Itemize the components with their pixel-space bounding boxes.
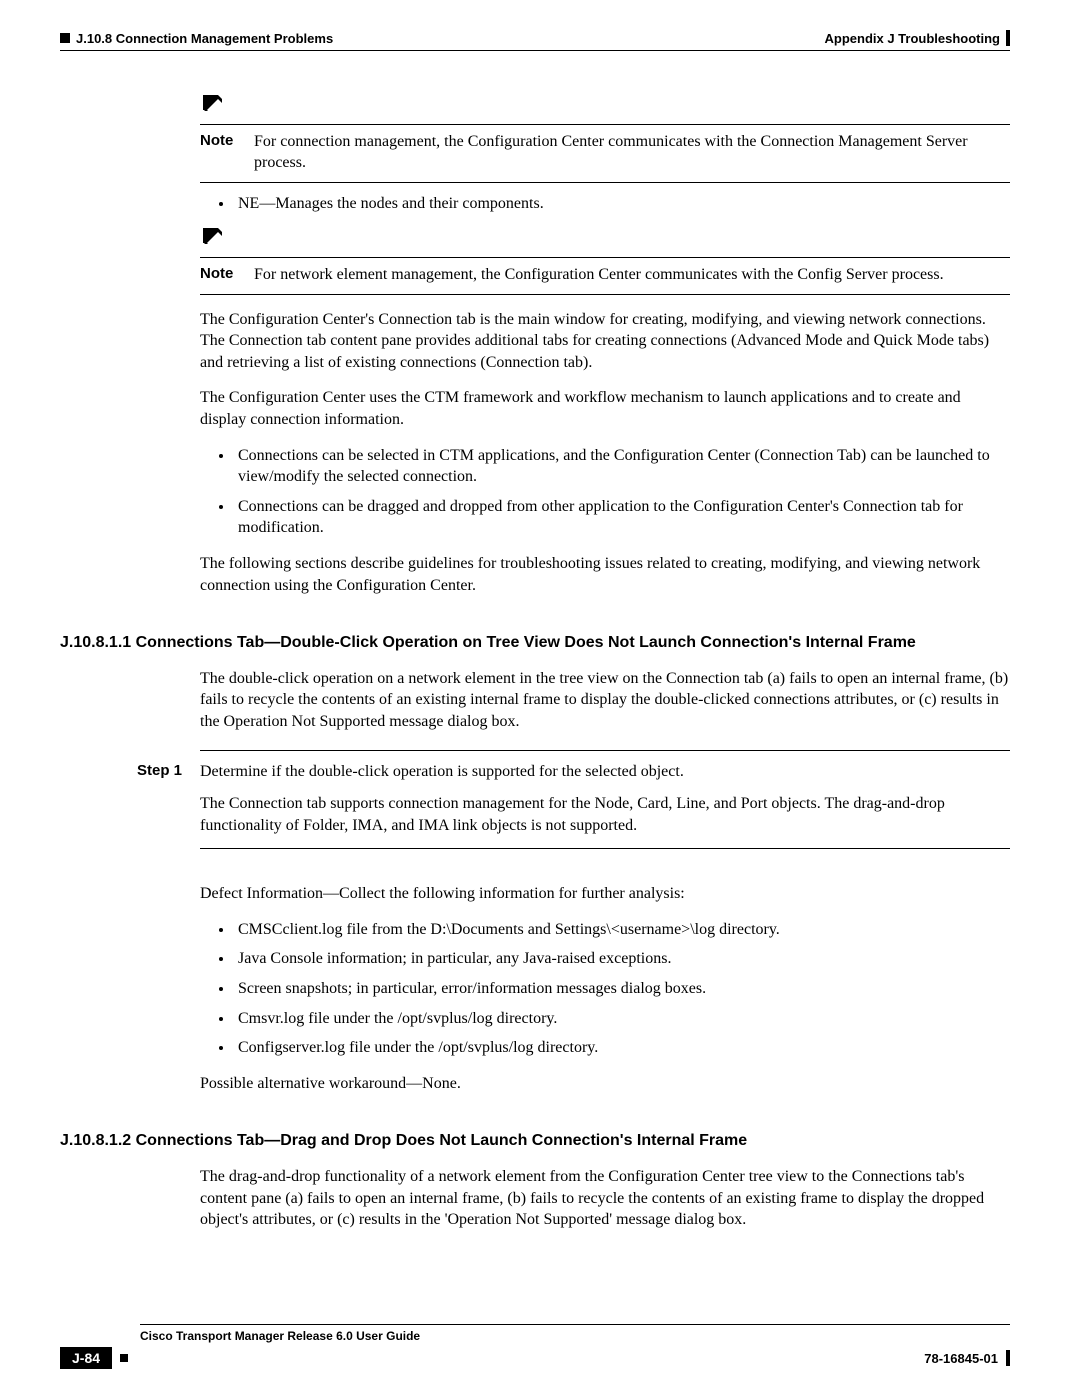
header-rule <box>60 50 1010 51</box>
list-item: Java Console information; in particular,… <box>234 948 1010 970</box>
pencil-icon <box>200 224 226 248</box>
header-bar-icon <box>1006 30 1010 46</box>
note-text: For network element management, the Conf… <box>254 264 1010 286</box>
page: J.10.8 Connection Management Problems Ap… <box>0 0 1080 1397</box>
footer-title: Cisco Transport Manager Release 6.0 User… <box>140 1329 1010 1343</box>
paragraph: The double-click operation on a network … <box>200 668 1010 733</box>
list-item: Connections can be dragged and dropped f… <box>234 496 1010 539</box>
footer-bar-icon <box>1006 1350 1010 1366</box>
note-label: Note <box>200 131 240 151</box>
step-text: Determine if the double-click operation … <box>200 761 1010 783</box>
step-text: The Connection tab supports connection m… <box>200 793 1010 836</box>
page-number: J-84 <box>60 1347 112 1369</box>
paragraph: The Configuration Center uses the CTM fr… <box>200 387 1010 430</box>
footer-right: 78-16845-01 <box>924 1350 1010 1366</box>
doc-number: 78-16845-01 <box>924 1351 998 1366</box>
bullets-a: Connections can be selected in CTM appli… <box>200 445 1010 539</box>
note-block-2: Note For network element management, the… <box>200 224 1010 294</box>
step-body: Determine if the double-click operation … <box>200 761 1010 836</box>
step-label: Step 1 <box>130 761 182 781</box>
footer-left: J-84 <box>60 1347 128 1369</box>
page-footer: Cisco Transport Manager Release 6.0 User… <box>60 1324 1010 1369</box>
list-item: NE—Manages the nodes and their component… <box>234 193 1010 215</box>
note-block-1: Note For connection management, the Conf… <box>200 91 1010 183</box>
paragraph: The drag-and-drop functionality of a net… <box>200 1166 1010 1231</box>
bullets-b: CMSCclient.log file from the D:\Document… <box>200 919 1010 1059</box>
page-header: J.10.8 Connection Management Problems Ap… <box>60 30 1010 46</box>
pencil-icon <box>200 91 226 115</box>
paragraph: Possible alternative workaround—None. <box>200 1073 1010 1095</box>
header-marker-icon <box>60 33 70 43</box>
list-item: Configserver.log file under the /opt/svp… <box>234 1037 1010 1059</box>
section-heading: J.10.8.1.2 Connections Tab—Drag and Drop… <box>60 1130 1010 1152</box>
note-text: For connection management, the Configura… <box>254 131 1010 174</box>
paragraph: The following sections describe guidelin… <box>200 553 1010 596</box>
bullet-ne: NE—Manages the nodes and their component… <box>200 193 1010 215</box>
header-right: Appendix J Troubleshooting <box>825 30 1011 46</box>
list-item: Connections can be selected in CTM appli… <box>234 445 1010 488</box>
paragraph: Defect Information—Collect the following… <box>200 883 1010 905</box>
header-appendix: Appendix J Troubleshooting <box>825 31 1001 46</box>
footer-rule <box>140 1324 1010 1325</box>
header-left: J.10.8 Connection Management Problems <box>60 31 333 46</box>
section-heading: J.10.8.1.1 Connections Tab—Double-Click … <box>60 632 1010 654</box>
note-label: Note <box>200 264 240 284</box>
list-item: CMSCclient.log file from the D:\Document… <box>234 919 1010 941</box>
header-section: J.10.8 Connection Management Problems <box>76 31 333 46</box>
footer-marker-icon <box>120 1354 128 1362</box>
list-item: Cmsvr.log file under the /opt/svplus/log… <box>234 1008 1010 1030</box>
body-content: Note For connection management, the Conf… <box>200 91 1010 1231</box>
list-item: Screen snapshots; in particular, error/i… <box>234 978 1010 1000</box>
step-block: Step 1 Determine if the double-click ope… <box>200 750 1010 849</box>
paragraph: The Configuration Center's Connection ta… <box>200 309 1010 374</box>
